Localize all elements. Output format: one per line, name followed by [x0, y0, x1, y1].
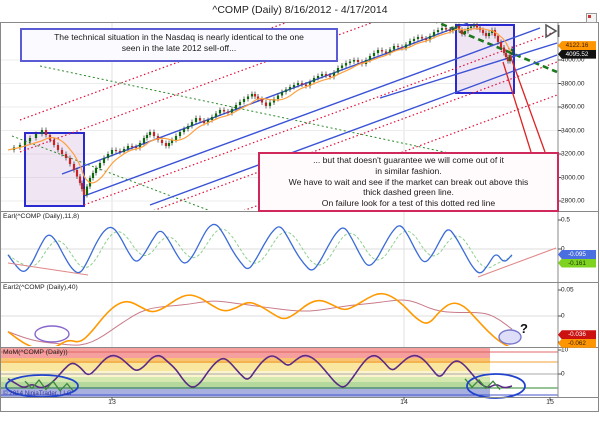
annotation-text-line: The technical situation in the Nasdaq is… — [54, 32, 304, 42]
indicator-label-mom: MoM(^COMP (Daily)) — [3, 349, 68, 356]
window-button-icon[interactable] — [586, 13, 597, 23]
value-marker-label: -0.095 — [558, 250, 596, 259]
y-tick-label: 4000.00 — [561, 56, 585, 64]
annotation-text-line: thick dashed green line. — [363, 187, 454, 198]
annotation-text-line: We have to wait and see if the market ca… — [288, 176, 529, 187]
mom-line — [7, 354, 513, 389]
mom-reference-lines — [1, 351, 558, 396]
y-tick-label: 3200.00 — [561, 150, 585, 158]
ma-line — [7, 28, 513, 184]
playback-icon[interactable] — [545, 23, 560, 39]
y-tick-label: 3600.00 — [561, 103, 585, 111]
question-mark-annotation: ? — [520, 321, 528, 336]
annotation-box-outlook[interactable]: ... but that doesn't guarantee we will c… — [258, 152, 559, 212]
value-marker-label: 4122.16 — [558, 41, 596, 51]
page-title: ^COMP (Daily) 8/16/2012 - 4/17/2014 — [212, 4, 388, 16]
y-tick-label: 0 — [561, 312, 565, 320]
annotation-text-line: ... but that doesn't guarantee we will c… — [313, 155, 504, 165]
annotation-text-line: in similar fashion. — [375, 165, 442, 176]
annotation-box-selloff-comparison[interactable]: The technical situation in the Nasdaq is… — [20, 28, 338, 62]
indicator-label-earl2: Earl2(^COMP (Daily),40) — [3, 284, 78, 291]
y-tick-label: 0 — [561, 245, 565, 253]
earl2-indicator — [7, 292, 513, 346]
earl-signal-line — [7, 228, 513, 269]
y-tick-label: 0.05 — [561, 286, 574, 294]
y-tick-label: 10 — [561, 346, 569, 354]
watermark: © 2014 NinjaTrader, LLC — [3, 390, 72, 397]
y-tick-label: 2800.00 — [561, 197, 585, 205]
annotation-text-line: On failure look for a test of this dotte… — [321, 198, 496, 209]
red-dot-icon — [588, 15, 591, 18]
y-tick-label: 3000.00 — [561, 174, 585, 181]
value-marker-label: -0.036 — [558, 330, 596, 340]
value-marker-label: -0.062 — [558, 338, 596, 348]
y-tick-label: 3800.00 — [561, 80, 585, 87]
earl2-line — [7, 292, 510, 346]
value-marker-label: -0.161 — [558, 258, 596, 268]
indicator-label-earl: Earl(^COMP (Daily),11,8) — [3, 213, 80, 220]
earl-indicator — [7, 223, 557, 278]
pointer-lines[interactable] — [502, 54, 546, 153]
x-axis-tick-label: 14 — [400, 399, 408, 406]
x-axis-tick-label: 13 — [108, 399, 116, 406]
y-tick-label: 3400.00 — [561, 127, 585, 134]
mom-indicator — [7, 354, 513, 393]
annotation-text-line: seen in the late 2012 sell-off... — [121, 42, 237, 53]
x-axis-tick-label: 15 — [546, 399, 554, 406]
time-axis[interactable] — [0, 397, 558, 412]
y-tick-label: 0 — [561, 370, 565, 378]
y-tick-label: 0.5 — [561, 216, 571, 224]
candlestick-series — [7, 23, 514, 198]
value-marker-label: 4095.52 — [558, 49, 596, 59]
earl-line — [7, 223, 513, 274]
